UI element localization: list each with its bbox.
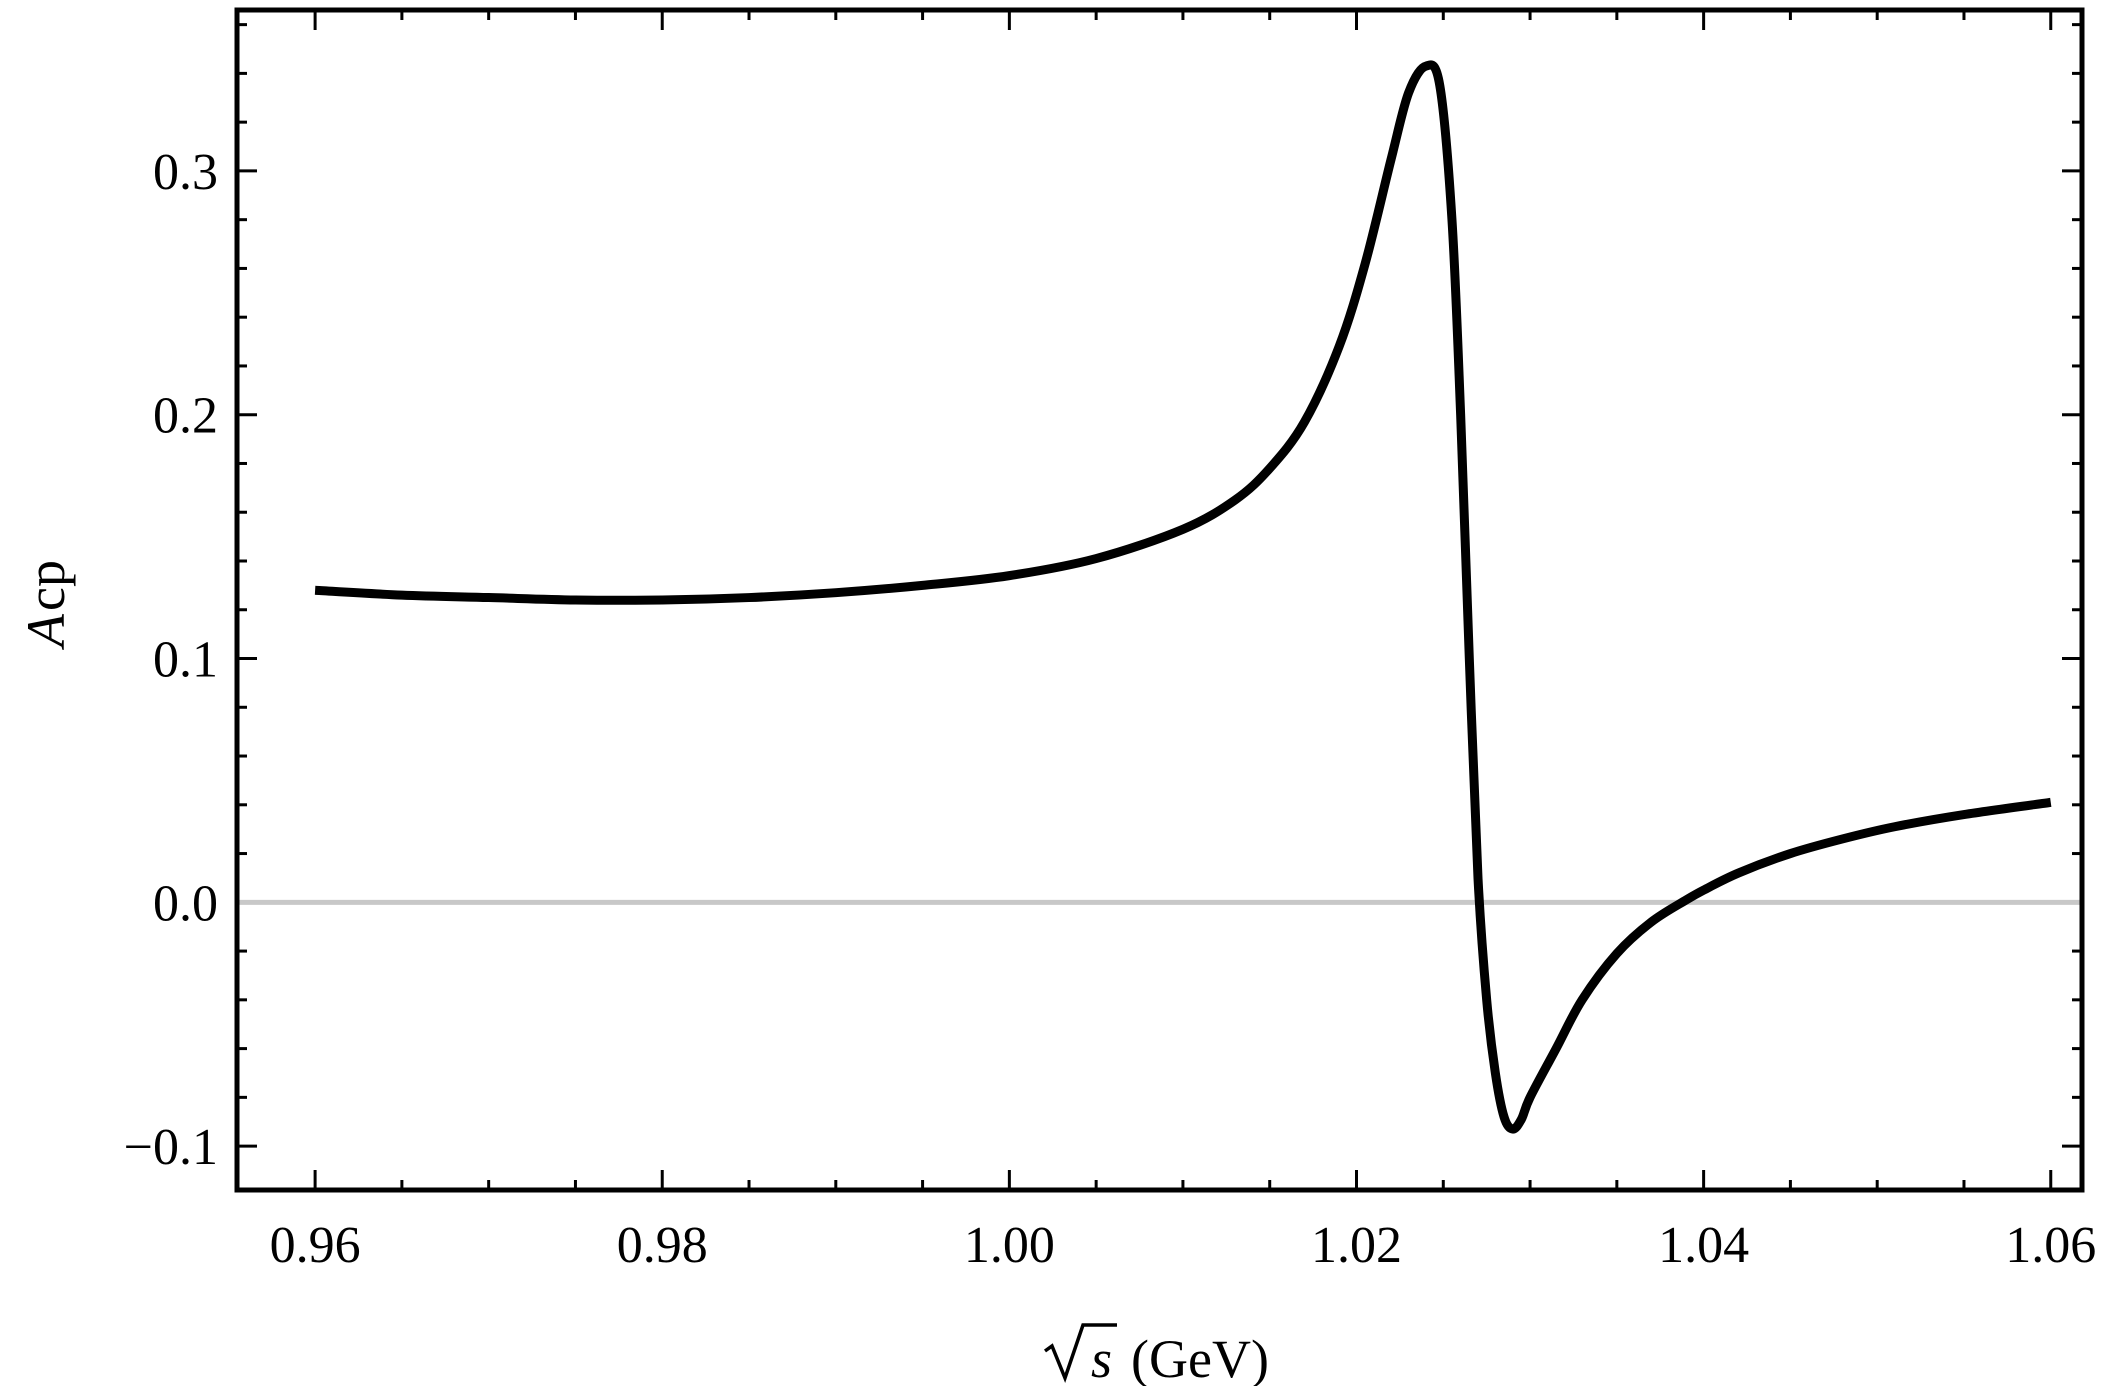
x-tick-labels: 0.96 0.98 1.00 1.02 1.04 1.06 bbox=[270, 1217, 2097, 1274]
x-axis-title-unit: (GeV) bbox=[1131, 1329, 1269, 1386]
x-axis-title: s (GeV) bbox=[1043, 1323, 1269, 1386]
sqrt-symbol bbox=[1043, 1323, 1117, 1384]
y-tick-label: 0.3 bbox=[153, 144, 218, 201]
x-tick-label: 1.04 bbox=[1658, 1217, 1749, 1274]
x-tick-label: 0.96 bbox=[270, 1217, 361, 1274]
y-tick-labels: −0.1 0.0 0.1 0.2 0.3 bbox=[124, 144, 218, 1176]
y-tick-label: 0.2 bbox=[153, 388, 218, 445]
y-axis-title-sub: cp bbox=[16, 560, 76, 611]
y-tick-label: −0.1 bbox=[124, 1119, 218, 1176]
x-tick-label: 0.98 bbox=[617, 1217, 708, 1274]
y-tick-label: 0.0 bbox=[153, 875, 218, 932]
y-axis-title-main: A bbox=[16, 613, 76, 650]
x-tick-label: 1.02 bbox=[1311, 1217, 1402, 1274]
y-tick-label: 0.1 bbox=[153, 632, 218, 689]
x-axis-title-symbol: s bbox=[1091, 1329, 1112, 1386]
plot-frame bbox=[234, 7, 2085, 1193]
acp-curve bbox=[314, 60, 2052, 1134]
x-tick-label: 1.06 bbox=[2005, 1217, 2096, 1274]
x-tick-label: 1.00 bbox=[964, 1217, 1055, 1274]
y-axis-title: A cp bbox=[16, 560, 76, 650]
